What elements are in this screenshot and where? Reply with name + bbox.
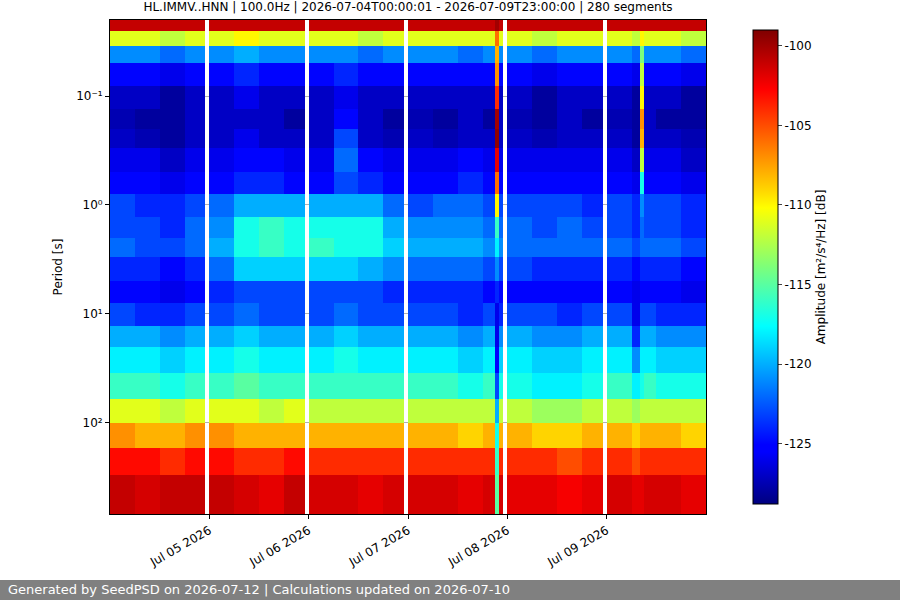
svg-text:-120: -120 — [784, 357, 811, 371]
svg-text:Jul 06 2026: Jul 06 2026 — [246, 523, 313, 570]
svg-text:10⁰: 10⁰ — [83, 198, 103, 212]
svg-text:Period [s]: Period [s] — [51, 239, 65, 296]
svg-text:HL.IMMV..HNN | 100.0Hz | 2026-: HL.IMMV..HNN | 100.0Hz | 2026-07-04T00:0… — [143, 0, 672, 14]
svg-text:10²: 10² — [83, 416, 103, 430]
svg-text:Amplitude [m²/s⁴/Hz] [dB]: Amplitude [m²/s⁴/Hz] [dB] — [814, 190, 828, 345]
svg-text:Jul 05 2026: Jul 05 2026 — [147, 523, 214, 570]
svg-text:10⁻¹: 10⁻¹ — [76, 89, 103, 103]
svg-text:-115: -115 — [784, 278, 811, 292]
svg-text:-125: -125 — [784, 437, 811, 451]
html-text:Generated by SeedPSD on 2026-0: Generated by SeedPSD on 2026-07-12 | Cal… — [8, 582, 510, 597]
svg-text:Jul 07 2026: Jul 07 2026 — [346, 523, 413, 570]
svg-text:Jul 09 2026: Jul 09 2026 — [544, 523, 611, 570]
svg-text:-100: -100 — [784, 39, 811, 53]
svg-text:-110: -110 — [784, 198, 811, 212]
svg-text:10¹: 10¹ — [83, 307, 103, 321]
svg-text:-105: -105 — [784, 119, 811, 133]
svg-text:Jul 08 2026: Jul 08 2026 — [445, 523, 512, 570]
